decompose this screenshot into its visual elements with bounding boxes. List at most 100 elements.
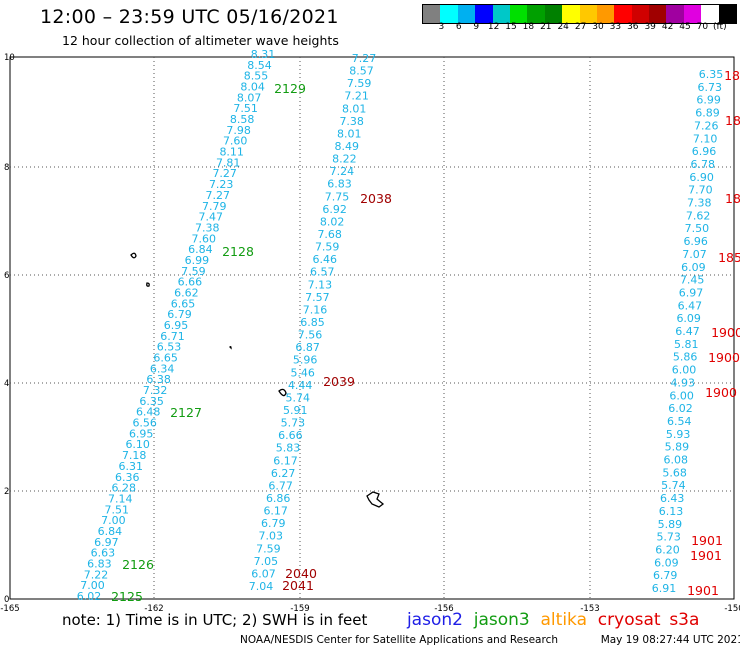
jason3-pass-a-value: 6.95 xyxy=(164,319,189,332)
y-tick-label: 4 xyxy=(4,379,9,389)
s3a-pass-a-value: 8.49 xyxy=(335,140,360,153)
s3a-pass-a-value: 7.24 xyxy=(330,165,355,178)
colorbar-swatch xyxy=(718,5,737,23)
s3a-pass-a-value: 6.57 xyxy=(310,266,335,279)
cryosat-pass-a-value: 6.78 xyxy=(691,158,716,171)
colorbar-swatch xyxy=(475,5,493,23)
track-label: 1901 xyxy=(690,548,722,563)
track-label: 185 xyxy=(724,68,740,83)
s3a-pass-a-value: 6.07 xyxy=(251,567,276,580)
colorbar-swatch xyxy=(701,5,719,23)
track-label: 2128 xyxy=(222,244,254,259)
jason3-pass-a-value: 6.56 xyxy=(132,417,157,430)
jason3-pass-a-value: 7.51 xyxy=(233,102,258,115)
x-tick-label: -156 xyxy=(434,604,453,614)
colorbar-swatch xyxy=(596,5,615,23)
cryosat-pass-a-value: 6.09 xyxy=(676,312,701,325)
jason3-pass-a-value: 6.02 xyxy=(77,590,102,603)
cryosat-pass-a-value: 5.89 xyxy=(658,518,683,531)
jason3-pass-a-value: 7.23 xyxy=(209,178,234,191)
colorbar-swatch xyxy=(614,5,632,23)
colorbar-label: 21 xyxy=(540,22,552,32)
s3a-pass-a-value: 7.59 xyxy=(347,77,372,90)
track-label: 1900 xyxy=(708,350,740,365)
s3a-pass-a-value: 5.83 xyxy=(276,442,301,455)
jason3-pass-a-value: 7.14 xyxy=(108,492,133,505)
s3a-pass-a-value: 6.17 xyxy=(263,505,288,518)
colorbar-label: 39 xyxy=(644,22,656,32)
jason3-pass-a-value: 6.48 xyxy=(136,406,161,419)
s3a-pass-a-value: 7.16 xyxy=(303,303,328,316)
cryosat-pass-a-value: 5.86 xyxy=(673,351,698,364)
y-tick-label: 8 xyxy=(4,163,9,173)
s3a-pass-a-value: 7.04 xyxy=(249,580,274,593)
jason3-pass-a-value: 8.54 xyxy=(247,59,272,72)
colorbar-label: 9 xyxy=(473,22,480,32)
cryosat-pass-a-value: 4.93 xyxy=(671,376,696,389)
cryosat-pass-a-value: 6.91 xyxy=(652,582,677,595)
jason3-pass-a-value: 6.63 xyxy=(91,547,116,560)
colorbar-swatch xyxy=(544,5,563,23)
cryosat-pass-a-value: 6.09 xyxy=(681,261,706,274)
jason3-pass-a-value: 7.32 xyxy=(143,384,168,397)
jason3-pass-a-value: 7.81 xyxy=(216,156,241,169)
s3a-pass-a-value: 6.86 xyxy=(266,492,291,505)
s3a-pass-a-value: 7.56 xyxy=(298,329,323,342)
track-label: 2127 xyxy=(170,405,202,420)
cryosat-pass-a-value: 6.96 xyxy=(692,145,717,158)
track-label: 185 xyxy=(718,250,740,265)
track-label: 2041 xyxy=(282,578,314,593)
s3a-pass-a-value: 5.74 xyxy=(286,391,311,404)
jason3-pass-a-value: 6.71 xyxy=(160,330,185,343)
jason3-pass-a-value: 7.98 xyxy=(226,124,251,137)
s3a-pass-a-value: 6.83 xyxy=(327,178,352,191)
cryosat-pass-a-value: 6.54 xyxy=(667,415,692,428)
track-label: 1900 xyxy=(705,385,737,400)
s3a-pass-a-value: 5.73 xyxy=(281,417,306,430)
track-label: 1900 xyxy=(711,325,740,340)
cryosat-pass-a-value: 7.10 xyxy=(693,132,718,145)
colorbar-label: 3 xyxy=(438,22,445,32)
cryosat-pass-a-value: 5.68 xyxy=(662,466,687,479)
swh-colorbar xyxy=(422,4,738,24)
jason3-pass-a-value: 6.31 xyxy=(119,460,144,473)
cryosat-pass-a-value: 6.96 xyxy=(683,235,708,248)
colorbar-label: (ft) xyxy=(713,22,727,32)
jason3-pass-a-value: 6.79 xyxy=(167,308,192,321)
s3a-pass-a-value: 7.75 xyxy=(325,190,350,203)
cryosat-pass-a-value: 7.70 xyxy=(688,184,713,197)
s3a-pass-a-value: 7.03 xyxy=(259,530,284,543)
s3a-pass-a-value: 7.13 xyxy=(308,278,333,291)
colorbar-swatch xyxy=(579,5,597,23)
cryosat-pass-a-value: 6.09 xyxy=(654,556,679,569)
jason3-pass-a-value: 6.84 xyxy=(98,525,123,538)
colorbar-label: 33 xyxy=(609,22,622,32)
jason3-pass-a-value: 6.66 xyxy=(178,276,203,289)
x-tick-label: -162 xyxy=(144,604,163,614)
credit-line: NOAA/NESDIS Center for Satellite Applica… xyxy=(240,634,740,646)
s3a-pass-a-value: 7.59 xyxy=(256,542,281,555)
y-tick-label: 10 xyxy=(4,53,15,63)
y-tick-label: 2 xyxy=(4,487,9,497)
track-label: 2125 xyxy=(111,589,143,604)
cryosat-pass-a-value: 6.43 xyxy=(660,492,685,505)
track-label: 18 xyxy=(725,113,740,128)
jason3-pass-a-value: 7.27 xyxy=(206,189,231,202)
cryosat-pass-a-value: 7.07 xyxy=(682,248,707,261)
track-label: 2129 xyxy=(274,81,306,96)
colorbar-label: 70 xyxy=(696,22,709,32)
jason3-pass-a-value: 7.38 xyxy=(195,221,220,234)
track-label: 2040 xyxy=(285,566,317,581)
swh-values: 8.318.548.558.048.077.518.587.987.608.11… xyxy=(77,48,724,603)
colorbar-label: 45 xyxy=(679,22,691,32)
cryosat-pass-a-value: 6.00 xyxy=(672,364,697,377)
jason3-pass-a-value: 6.36 xyxy=(115,471,140,484)
colorbar-label: 27 xyxy=(574,22,587,32)
s3a-pass-a-value: 8.01 xyxy=(337,127,362,140)
s3a-pass-a-value: 5.91 xyxy=(283,404,308,417)
map-title: 12:00 – 23:59 UTC 05/16/2021 xyxy=(40,6,339,28)
credit-text: NOAA/NESDIS Center for Satellite Applica… xyxy=(240,634,558,646)
legend-s3a: s3a xyxy=(669,610,700,630)
